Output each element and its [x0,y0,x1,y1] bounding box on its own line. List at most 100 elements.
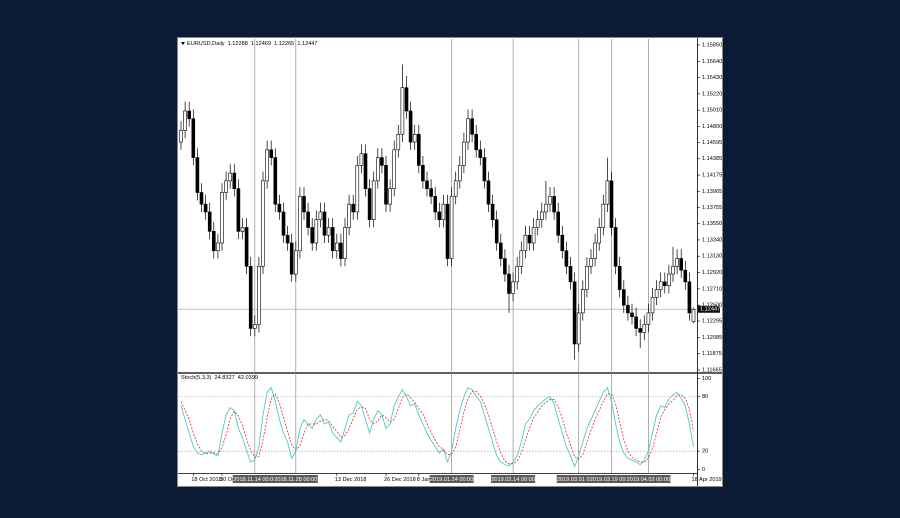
candle-body [380,157,384,166]
y-tick-label: 1.13130 [702,254,722,260]
candle-body [605,180,610,205]
candle-body [195,157,200,193]
candle-body [523,234,528,252]
candle-body [667,273,671,287]
candle-body [658,281,663,290]
candle-body [642,324,647,333]
candle-body [634,316,638,329]
candle-body [261,180,265,267]
candle-body [421,165,425,182]
candle-body [572,281,577,345]
candle-body [269,149,274,158]
candle-body [494,219,499,244]
candle-body [400,87,405,135]
candle-body [470,118,474,135]
vline-label: 2018.11.14 00:00 [233,477,276,483]
candle-body [453,180,458,197]
candle-body [216,242,220,252]
vline-label-box [273,475,318,483]
y-tick-label: 1.12085 [702,335,722,341]
price-label: 1.12447 [700,307,720,313]
candle-body [474,133,479,151]
candle-body [248,266,253,329]
candle-body [519,250,524,267]
indicator-header: Stoch(5,3,3) 24.8327 42.0399 [181,375,258,381]
candle-body [580,289,585,314]
candle-body [560,234,565,252]
x-tick-label: 18 Oct 2018 [191,477,221,483]
vline-label: 2019.01.24 00:00 [430,477,474,483]
candle-body [392,149,397,189]
candle-body [425,180,429,189]
candle-body [224,180,228,193]
indicator-name: Stoch(5,3,3) [181,375,212,381]
candle-body [503,258,507,275]
x-tick-label: 18 Apr 2019 [692,477,722,483]
candle-body [556,211,561,236]
vline-label: 2018.11.28 00:00 [274,477,317,483]
candle-body [183,110,187,131]
candle-body [449,196,454,259]
ohlc-high: 1.12469 [251,41,271,47]
candle-body [273,157,278,205]
candle-body [412,133,417,143]
candle-body [363,153,368,189]
stoch-line [180,390,694,465]
candle-body [179,130,183,143]
candle-body [593,242,597,259]
y-tick-label: 0 [702,467,705,473]
y-tick-label: 1.12500 [702,303,722,309]
candle-body [687,281,692,314]
candle-body [347,203,351,228]
candle-body [609,180,614,228]
candle-body [322,211,327,236]
candle-body [367,188,372,221]
candle-body [457,165,462,182]
candle-body [207,211,212,232]
candle-body [539,211,544,221]
candle-body [293,250,298,275]
candle-body [388,188,392,205]
y-tick-label: 20 [702,449,708,455]
candle-body [507,273,511,294]
candle-body [617,266,622,290]
candle-body [535,219,540,228]
y-tick-label: 1.12920 [702,270,722,276]
y-tick-label: 1.13340 [702,237,722,243]
candle-body [576,312,581,345]
candle-body [621,289,626,306]
ohlc-close: 1.12447 [297,41,317,47]
y-tick-label: 1.15220 [702,91,722,97]
y-tick-label: 1.14800 [702,124,722,130]
candle-body [601,203,606,228]
candle-body [675,258,679,267]
candle-body [437,211,442,221]
candle-body [244,227,249,267]
candle-body [691,308,696,322]
vline-label: 2019.04.03 00:00 [627,477,671,483]
candle-body [232,172,237,189]
candle-body [236,188,241,232]
candle-body [638,328,643,333]
candle-body [462,141,466,166]
candle-body [515,266,520,283]
vline-label: 2019.03.19 00:00 [590,477,634,483]
candle-body [199,192,204,205]
candle-body [384,165,388,205]
candle-body [544,203,548,213]
candle-body [212,231,216,252]
menu-triangle [181,42,185,45]
candle-body [228,172,232,182]
candle-body [613,227,618,267]
candle-body [597,227,602,244]
candle-body [416,133,421,166]
candle-body [511,281,515,294]
candle-body [257,266,261,325]
candle-body [626,304,630,314]
candle-body [359,153,364,166]
candle-body [289,242,294,275]
candle-body [441,203,446,221]
candle-body [277,203,282,213]
candle-body [433,196,438,213]
candle-body [466,118,470,143]
